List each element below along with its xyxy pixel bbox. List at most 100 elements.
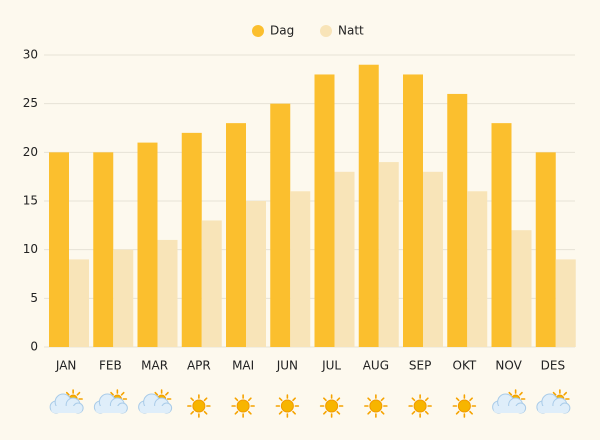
sun-icon: [319, 394, 344, 418]
sun-ray: [380, 397, 385, 402]
sun-ray: [563, 391, 568, 396]
sun-ray: [278, 397, 283, 402]
x-tick-label: JAN: [55, 359, 77, 373]
sun-ray: [247, 397, 252, 402]
y-tick-label: 0: [30, 340, 38, 354]
sun-ray: [469, 410, 473, 415]
x-tick-label: SEP: [409, 359, 431, 373]
bar: [511, 230, 532, 347]
bar: [49, 152, 69, 347]
cloud-base: [95, 406, 127, 413]
x-tick-label: MAI: [232, 359, 254, 373]
cloud-icon: [536, 393, 571, 414]
sun-ray: [165, 391, 169, 396]
y-tick-label: 20: [23, 145, 38, 159]
sun-ray: [519, 391, 523, 396]
sun-ray: [190, 397, 195, 402]
bar: [378, 162, 399, 347]
legend-label: Dag: [270, 24, 294, 38]
bar: [157, 239, 178, 347]
sun-ray: [424, 410, 429, 415]
sun-icon: [408, 394, 432, 418]
cloud-icon: [93, 393, 128, 414]
sun-ray: [120, 391, 125, 396]
bar: [334, 171, 355, 347]
sun-icon: [231, 394, 255, 418]
sun-icon: [364, 394, 388, 418]
y-tick-label: 10: [23, 242, 38, 256]
sun-disc: [236, 399, 250, 413]
x-tick-label: JUN: [276, 359, 298, 373]
bar: [246, 201, 266, 347]
bar: [290, 191, 311, 347]
x-tick-label: MAR: [141, 359, 168, 373]
sun-disc: [369, 399, 383, 413]
bar: [555, 259, 576, 347]
legend-swatch: [252, 25, 264, 37]
bar: [270, 103, 291, 348]
sun-ray: [323, 410, 327, 415]
x-tick-label: NOV: [495, 359, 522, 373]
sun-ray: [110, 391, 114, 396]
cloud-base: [51, 406, 83, 413]
sun-ray: [203, 410, 208, 415]
sun-ray: [367, 397, 372, 402]
bar: [467, 191, 488, 347]
bar: [181, 132, 202, 347]
bar: [69, 259, 89, 347]
sun-ray: [552, 391, 557, 396]
sun-ray: [190, 410, 195, 415]
bar: [226, 123, 246, 347]
y-tick-label: 15: [23, 194, 38, 208]
sun-disc: [280, 399, 294, 413]
sun-disc: [325, 399, 339, 413]
legend-label: Natt: [338, 24, 364, 38]
sun-ray: [234, 397, 239, 402]
sun-ray: [336, 397, 341, 402]
sun-ray: [469, 397, 473, 402]
sun-icon: [452, 394, 477, 418]
cloud-base: [493, 406, 525, 413]
legend-swatch: [320, 25, 332, 37]
cloud-base: [139, 406, 171, 413]
bar: [447, 93, 468, 347]
cloud-icon: [492, 393, 527, 414]
sun-ray: [234, 410, 239, 415]
sun-ray: [247, 410, 252, 415]
x-tick-label: FEB: [99, 359, 122, 373]
sun-ray: [455, 397, 460, 402]
bar: [403, 74, 423, 347]
sun-ray: [424, 397, 429, 402]
sun-ray: [508, 391, 513, 396]
bar: [113, 249, 134, 347]
sun-ray: [411, 397, 416, 402]
sun-ray: [76, 391, 81, 396]
sun-ray: [292, 397, 296, 402]
bar: [358, 64, 379, 347]
cloud-icon: [138, 393, 173, 414]
sun-disc: [192, 399, 206, 413]
sun-ray: [203, 397, 208, 402]
bar: [423, 171, 443, 347]
sun-ray: [154, 391, 159, 396]
cloud-base: [537, 406, 569, 413]
x-tick-label: APR: [187, 359, 211, 373]
bar: [535, 152, 556, 347]
sun-icon: [187, 394, 211, 418]
sun-ray: [367, 410, 372, 415]
cloud-icon: [49, 393, 84, 414]
sun-ray: [292, 410, 296, 415]
bar: [314, 74, 335, 347]
sun-ray: [336, 410, 341, 415]
bar: [137, 142, 158, 347]
x-tick-label: AUG: [363, 359, 389, 373]
bar: [201, 220, 222, 347]
sun-ray: [380, 410, 385, 415]
bar: [93, 152, 114, 347]
sun-disc: [457, 399, 471, 413]
sun-ray: [323, 397, 327, 402]
sun-ray: [411, 410, 416, 415]
sun-disc: [413, 399, 427, 413]
x-tick-label: JUL: [321, 359, 341, 373]
